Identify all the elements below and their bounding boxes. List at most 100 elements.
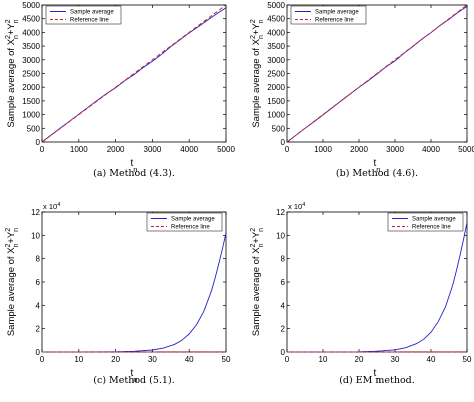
legend-entry-label: Sample average — [70, 10, 114, 16]
series-line-reference — [286, 4, 468, 143]
x-tick-label: 0 — [285, 355, 290, 364]
y-tick-label: 0 — [36, 138, 41, 147]
x-tick-label: 5000 — [458, 145, 474, 154]
panel-caption: (c) Method (5.1). — [93, 375, 174, 386]
panel-caption: (b) Method (4.6). — [336, 168, 418, 179]
legend: Sample average Reference line — [45, 5, 122, 25]
y-tick-label: 12 — [276, 208, 285, 217]
y-tick-label: 8 — [281, 255, 286, 264]
x-tick-label: 5000 — [217, 145, 235, 154]
y-axis-label: Sample average of X2n+Y2n — [5, 19, 20, 127]
y-label-sup-2: 2 — [5, 19, 12, 23]
y-label-sup-1: 2 — [250, 243, 257, 247]
x-label-subscript: n — [376, 375, 380, 384]
legend-entry-label: Reference line — [171, 225, 210, 231]
multiplier-base: x 10 — [43, 202, 57, 211]
y-label-mid: +Y — [251, 23, 262, 36]
y-label-sub-2: n — [258, 228, 265, 232]
y-label-main: Sample average of X — [251, 247, 262, 336]
x-axis-label: tn — [131, 368, 138, 384]
y-label-sup-1: 2 — [250, 35, 257, 39]
y-tick-label: 2000 — [267, 83, 285, 92]
y-label-sub-1: n — [258, 244, 265, 248]
multiplier-exponent: 4 — [57, 202, 60, 208]
y-tick-label: 3500 — [22, 42, 40, 51]
y-axis-multiplier: x 104 — [43, 202, 60, 211]
legend-entry-label: Reference line — [412, 225, 451, 231]
y-tick-label: 6 — [36, 278, 41, 287]
chart-panel-1: 0 1000 2000 3000 4000 50000500100015002000250… — [5, 1, 235, 179]
x-tick-label: 0 — [285, 145, 290, 154]
series-line-sample-average — [41, 7, 227, 143]
y-label-sup-1: 2 — [5, 35, 12, 39]
y-tick-label: 2 — [281, 325, 286, 334]
y-label-sup-2: 2 — [5, 228, 12, 232]
x-tick-label: 2000 — [107, 145, 125, 154]
y-tick-label: 2000 — [22, 83, 40, 92]
x-label-subscript: n — [376, 165, 380, 174]
y-tick-label: 5000 — [22, 1, 40, 10]
y-tick-label: 4000 — [22, 28, 40, 37]
x-axis-label: tn — [374, 368, 381, 384]
x-label-main: t — [131, 368, 134, 379]
y-label-sub-1: n — [13, 244, 20, 248]
x-axis-label: tn — [131, 158, 138, 174]
x-tick-label: 50 — [222, 355, 231, 364]
plot-area — [41, 211, 227, 353]
x-tick-label: 1000 — [314, 145, 332, 154]
plot-area — [286, 211, 468, 353]
x-label-subscript: n — [133, 165, 137, 174]
x-tick-label: 0 — [40, 355, 45, 364]
legend: Sample average Reference line — [290, 5, 367, 25]
y-tick-label: 1000 — [22, 111, 40, 120]
y-tick-label: 2 — [36, 325, 41, 334]
x-tick-label: 10 — [319, 355, 328, 364]
x-tick-label: 40 — [185, 355, 194, 364]
y-tick-label: 2500 — [267, 70, 285, 79]
y-tick-label: 10 — [31, 231, 40, 240]
legend: Sample average Reference line — [146, 212, 223, 232]
legend-entry-label: Sample average — [171, 217, 215, 223]
y-label-main: Sample average of X — [251, 38, 262, 127]
y-tick-label: 4500 — [267, 15, 285, 24]
y-label-sub-1: n — [258, 35, 265, 39]
x-axis-label: tn — [374, 158, 381, 174]
x-tick-label: 30 — [391, 355, 400, 364]
y-tick-label: 5000 — [267, 1, 285, 10]
y-label-sub-1: n — [13, 35, 20, 39]
y-tick-label: 3000 — [267, 56, 285, 65]
legend-entry-label: Sample average — [315, 10, 359, 16]
y-tick-label: 1500 — [22, 97, 40, 106]
y-tick-label: 500 — [27, 124, 41, 133]
legend-entry-label: Reference line — [315, 18, 354, 24]
x-tick-label: 20 — [111, 355, 120, 364]
x-label-main: t — [131, 158, 134, 169]
panel-caption: (d) EM method. — [339, 375, 415, 386]
series-line-sample-average — [42, 232, 227, 353]
y-tick-label: 4 — [281, 301, 286, 310]
panel-caption: (a) Method (4.3). — [93, 168, 175, 179]
y-axis-label: Sample average of X2n+Y2n — [250, 228, 265, 336]
x-tick-label: 3000 — [144, 145, 162, 154]
x-tick-label: 10 — [74, 355, 83, 364]
y-label-main: Sample average of X — [6, 38, 17, 127]
legend-box — [45, 5, 122, 25]
legend-box — [146, 212, 223, 232]
legend-entry-label: Sample average — [412, 217, 456, 223]
y-tick-label: 2500 — [22, 70, 40, 79]
x-tick-label: 1000 — [70, 145, 88, 154]
y-tick-label: 4500 — [22, 15, 40, 24]
x-label-main: t — [374, 368, 377, 379]
legend-box — [290, 5, 367, 25]
y-tick-label: 12 — [31, 208, 40, 217]
y-tick-label: 4000 — [267, 28, 285, 37]
legend-box — [387, 212, 464, 232]
y-tick-label: 0 — [281, 138, 286, 147]
legend: Sample average Reference line — [387, 212, 464, 232]
x-label-subscript: n — [133, 375, 137, 384]
x-tick-label: 50 — [463, 355, 472, 364]
x-tick-label: 0 — [40, 145, 45, 154]
